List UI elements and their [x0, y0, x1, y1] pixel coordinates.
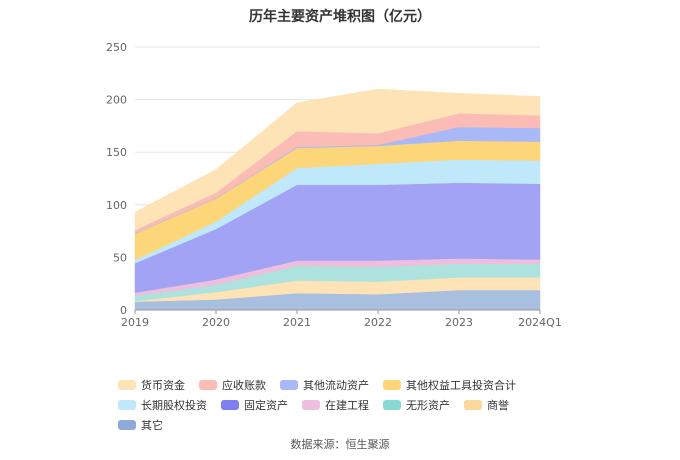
- legend-item[interactable]: 在建工程: [302, 398, 369, 412]
- x-tick-label: 2024Q1: [518, 316, 562, 329]
- y-tick-label: 100: [106, 199, 127, 212]
- legend-swatch: [280, 380, 298, 390]
- legend-swatch: [383, 400, 401, 410]
- legend-swatch: [118, 400, 136, 410]
- y-tick-label: 50: [113, 251, 127, 264]
- legend-item[interactable]: 其他流动资产: [280, 378, 369, 392]
- axes: 0 50 100 150 200 250 2019 2020 2021 2022 2023 2024Q…: [106, 41, 562, 329]
- legend-label: 其他权益工具投资合计: [406, 379, 516, 392]
- legend-swatch: [221, 400, 239, 410]
- x-tick-label: 2021: [283, 316, 311, 329]
- legend-label: 其它: [141, 419, 163, 432]
- legend-label: 货币资金: [141, 379, 185, 392]
- legend-swatch: [464, 400, 482, 410]
- legend-item[interactable]: 其它: [118, 418, 163, 432]
- area-series: [134, 88, 541, 311]
- legend-label: 长期股权投资: [141, 399, 207, 412]
- legend-label: 商誉: [487, 399, 509, 412]
- legend-item[interactable]: 其他权益工具投资合计: [383, 378, 516, 392]
- y-tick-label: 0: [120, 304, 127, 317]
- legend-swatch: [199, 380, 217, 390]
- legend-swatch: [383, 380, 401, 390]
- y-tick-label: 150: [106, 146, 127, 159]
- legend: 货币资金 应收账款 其他流动资产 其他权益工具投资合计长期股权投资 固定资产 在建工程 无形…: [118, 378, 578, 432]
- x-tick-label: 2019: [121, 316, 149, 329]
- legend-swatch: [302, 400, 320, 410]
- legend-swatch: [118, 380, 136, 390]
- legend-item[interactable]: 应收账款: [199, 378, 266, 392]
- y-tick-label: 200: [106, 94, 127, 107]
- legend-item[interactable]: 无形资产: [383, 398, 450, 412]
- y-tick-label: 250: [106, 41, 127, 54]
- legend-item[interactable]: 固定资产: [221, 398, 288, 412]
- x-tick-label: 2022: [364, 316, 392, 329]
- x-tick-label: 2020: [202, 316, 230, 329]
- legend-label: 在建工程: [325, 399, 369, 412]
- legend-item[interactable]: 货币资金: [118, 378, 185, 392]
- legend-label: 固定资产: [244, 399, 288, 412]
- legend-swatch: [118, 420, 136, 430]
- area-series-10: [134, 88, 541, 231]
- legend-item[interactable]: 长期股权投资: [118, 398, 207, 412]
- legend-label: 其他流动资产: [303, 379, 369, 392]
- chart-title: 历年主要资产堆积图（亿元）: [249, 9, 431, 25]
- legend-label: 无形资产: [406, 399, 450, 412]
- legend-label: 应收账款: [222, 379, 266, 392]
- legend-item[interactable]: 商誉: [464, 398, 509, 412]
- x-tick-label: 2023: [445, 316, 473, 329]
- data-source: 数据来源：恒生聚源: [290, 438, 390, 451]
